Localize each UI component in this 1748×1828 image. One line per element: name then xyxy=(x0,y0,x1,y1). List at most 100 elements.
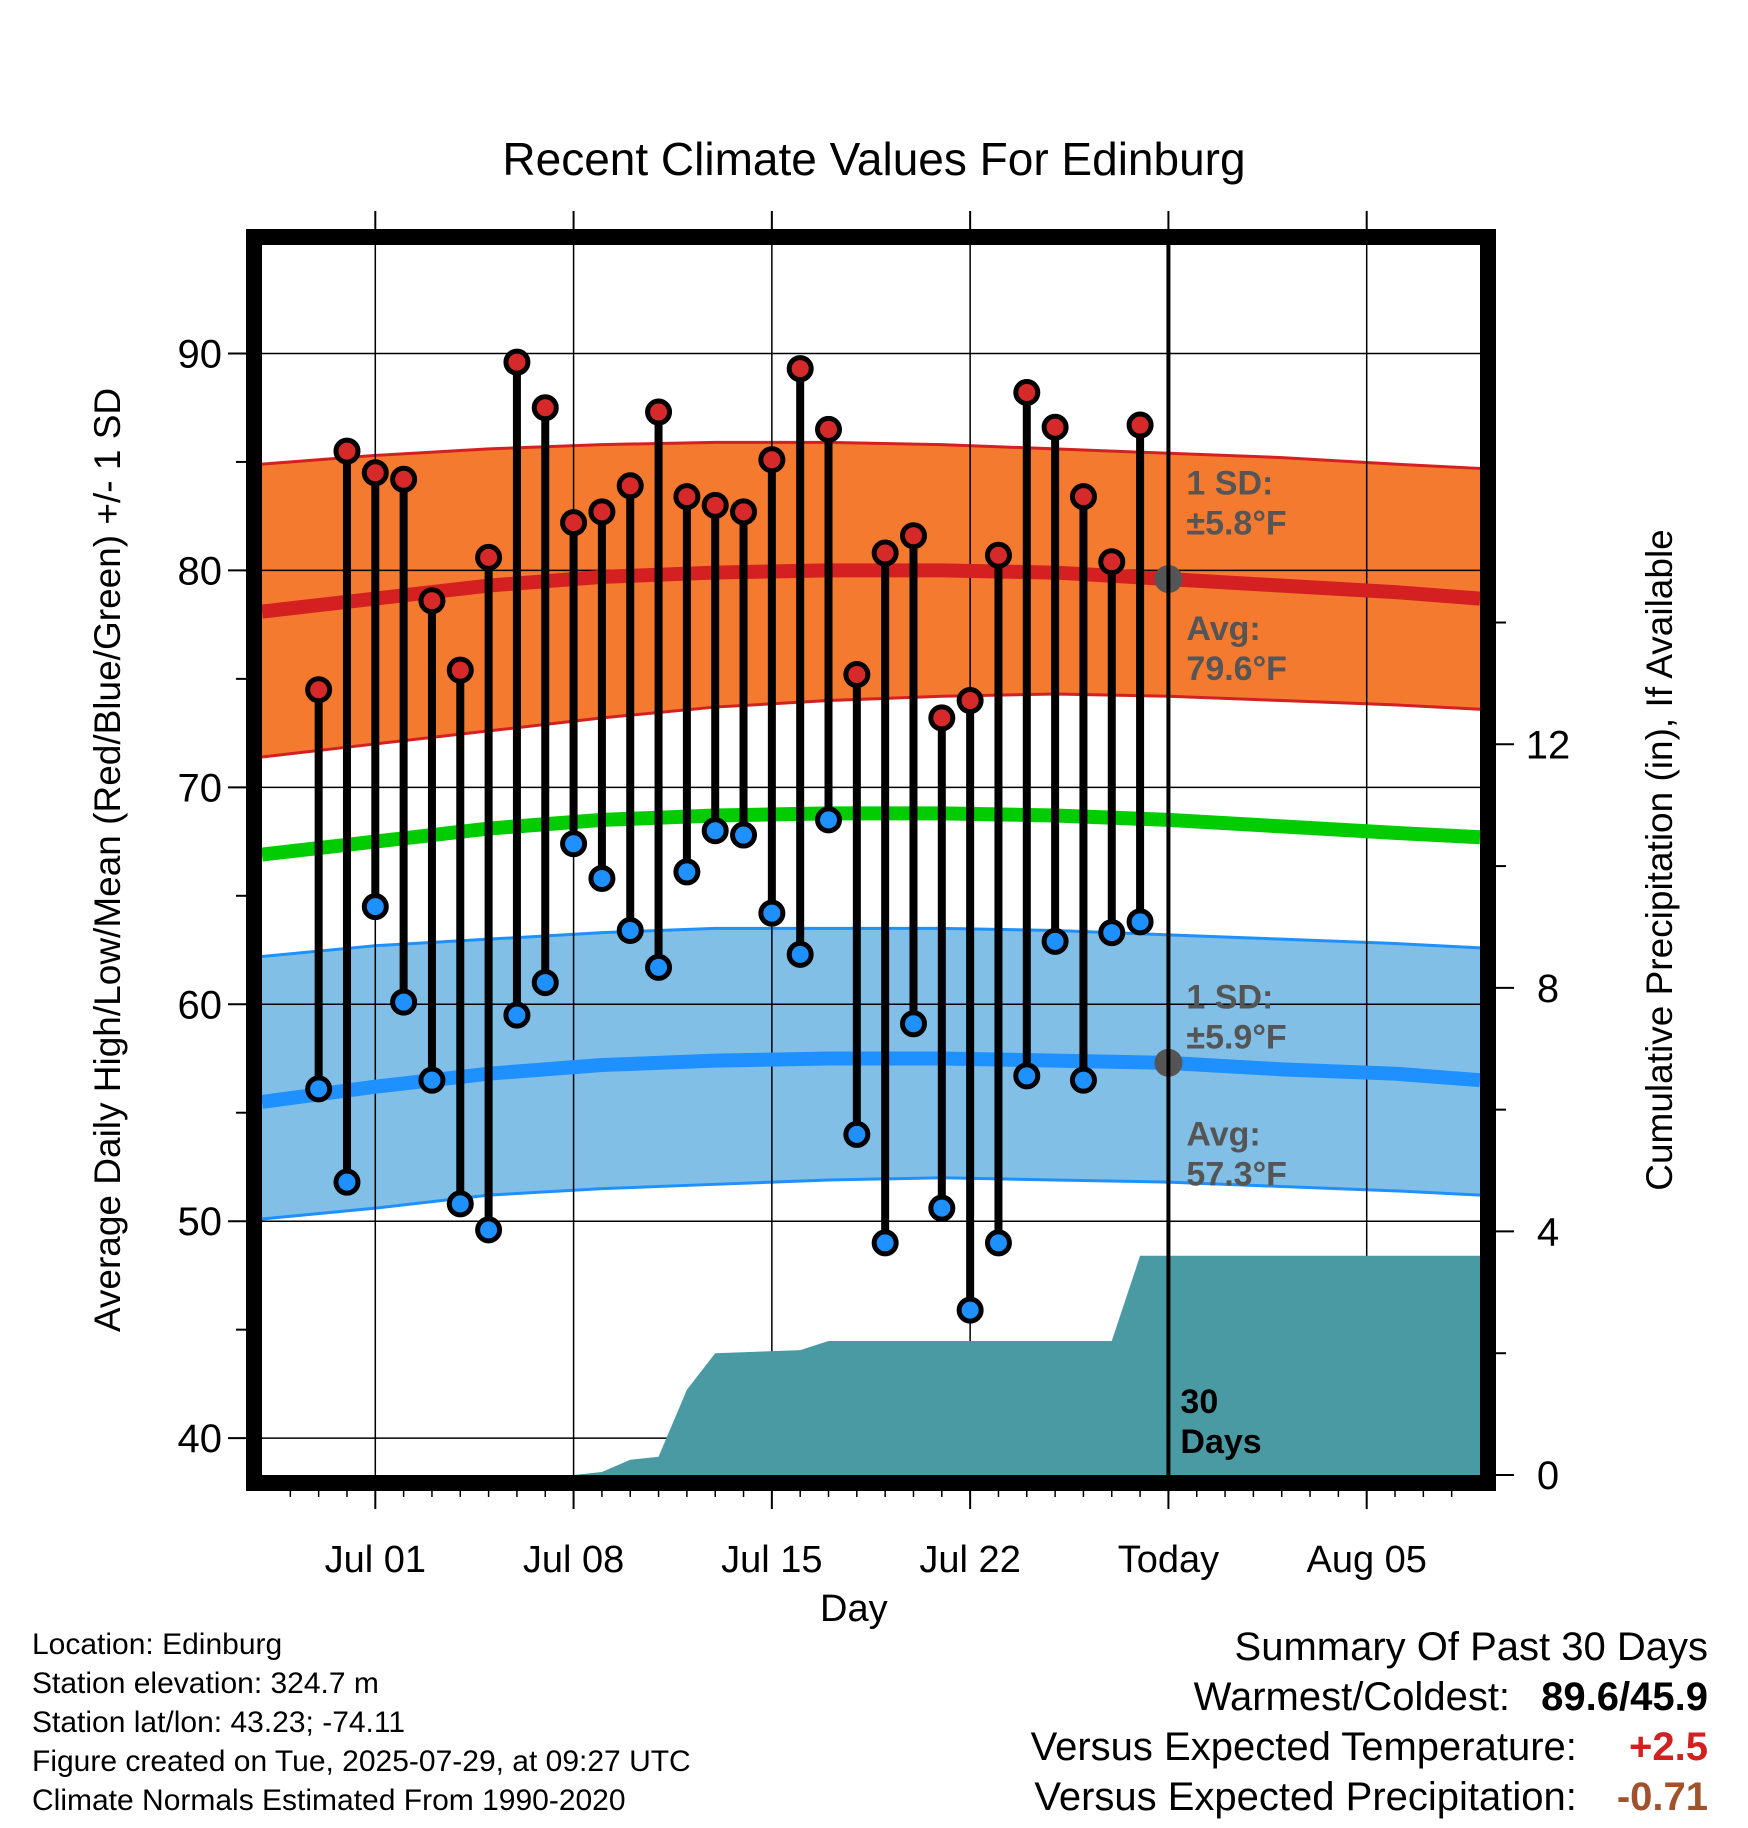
low-point-26 xyxy=(1041,927,1069,955)
annotation-label-3: Avg: xyxy=(1186,1115,1260,1153)
high-point-12 xyxy=(645,398,673,426)
x-tick-label-0: Jul 01 xyxy=(325,1539,426,1581)
high-point-4 xyxy=(418,587,446,615)
low-point-18 xyxy=(815,806,843,834)
summary-warmest-coldest: Warmest/Coldest: 89.6/45.9 xyxy=(1031,1672,1708,1722)
high-point-18 xyxy=(815,415,843,443)
high-point-24 xyxy=(984,541,1012,569)
high-point-21 xyxy=(899,522,927,550)
precip-cumulative-area xyxy=(573,1255,1480,1475)
low-point-12 xyxy=(645,953,673,981)
high-point-5 xyxy=(446,656,474,684)
low-point-15 xyxy=(730,821,758,849)
high-point-8 xyxy=(531,394,559,422)
high-point-23 xyxy=(956,687,984,715)
low-point-22 xyxy=(928,1194,956,1222)
y-axis-label-left: Average Daily High/Low/Mean (Red/Blue/Gr… xyxy=(87,387,128,1333)
station-latlon: Station lat/lon: 43.23; -74.11 xyxy=(32,1706,406,1739)
today-label-line2: Days xyxy=(1180,1423,1261,1461)
high-point-20 xyxy=(871,539,899,567)
high-point-7 xyxy=(503,348,531,376)
high-point-1 xyxy=(333,437,361,465)
precip-area xyxy=(573,1255,1480,1475)
y-left-tick-label-2: 60 xyxy=(178,983,223,1027)
low-point-16 xyxy=(758,899,786,927)
today-label-line1: 30 xyxy=(1180,1383,1218,1421)
low-point-8 xyxy=(531,969,559,997)
annotation-value-1: 79.6°F xyxy=(1186,650,1287,688)
low-point-6 xyxy=(475,1216,503,1244)
precipitation-label: Versus Expected Precipitation: xyxy=(1034,1775,1577,1819)
chart-title: Recent Climate Values For Edinburg xyxy=(502,133,1246,185)
low-point-21 xyxy=(899,1010,927,1038)
low-point-17 xyxy=(786,940,814,968)
annotation-value-2: ±5.9°F xyxy=(1186,1019,1286,1057)
high-point-10 xyxy=(588,498,616,526)
high-point-26 xyxy=(1041,413,1069,441)
high-point-17 xyxy=(786,355,814,383)
y-right-tick-label-1: 4 xyxy=(1537,1210,1559,1254)
high-point-2 xyxy=(361,459,389,487)
high-point-15 xyxy=(730,498,758,526)
low-point-3 xyxy=(390,988,418,1016)
x-tick-label-1: Jul 08 xyxy=(523,1539,624,1581)
high-point-3 xyxy=(390,465,418,493)
low-point-13 xyxy=(673,858,701,886)
observed-values xyxy=(305,348,1154,1324)
summary-panel: Summary Of Past 30 Days Warmest/Coldest:… xyxy=(1031,1622,1708,1822)
annotation-value-0: ±5.8°F xyxy=(1186,504,1286,542)
high-point-29 xyxy=(1126,411,1154,439)
x-axis-label: Day xyxy=(820,1588,888,1630)
y-right-tick-label-2: 8 xyxy=(1537,967,1559,1011)
x-tick-label-5: Aug 05 xyxy=(1306,1539,1426,1581)
summary-temperature: Versus Expected Temperature: +2.5 xyxy=(1031,1722,1708,1772)
y-left-tick-label-5: 90 xyxy=(178,332,223,376)
annotation-label-0: 1 SD: xyxy=(1186,464,1273,502)
annotation-label-1: Avg: xyxy=(1186,610,1260,648)
low-point-25 xyxy=(1013,1062,1041,1090)
low-point-20 xyxy=(871,1229,899,1257)
high-point-14 xyxy=(701,491,729,519)
y-axis-label-right: Cumulative Precipitation (in), If Availa… xyxy=(1639,529,1680,1191)
y-left-tick-label-1: 50 xyxy=(178,1200,223,1244)
y-left-tick-label-4: 80 xyxy=(178,549,223,593)
x-tick-label-3: Jul 22 xyxy=(919,1539,1020,1581)
high-point-27 xyxy=(1069,483,1097,511)
low-point-7 xyxy=(503,1001,531,1029)
high-point-16 xyxy=(758,446,786,474)
summary-heading: Summary Of Past 30 Days xyxy=(1234,1625,1708,1669)
low-point-14 xyxy=(701,817,729,845)
high-point-0 xyxy=(305,676,333,704)
low-point-27 xyxy=(1069,1066,1097,1094)
station-elevation: Station elevation: 324.7 m xyxy=(32,1667,379,1700)
low-point-11 xyxy=(616,917,644,945)
y-right-tick-label-0: 0 xyxy=(1537,1454,1559,1498)
low-point-5 xyxy=(446,1190,474,1218)
high-point-25 xyxy=(1013,379,1041,407)
high-sd-upper xyxy=(261,440,1481,470)
annotation-label-2: 1 SD: xyxy=(1186,979,1273,1017)
high-point-9 xyxy=(560,509,588,537)
high-point-11 xyxy=(616,472,644,500)
low-point-28 xyxy=(1098,919,1126,947)
low-point-10 xyxy=(588,864,616,892)
warmest-coldest-value: 89.6/45.9 xyxy=(1541,1675,1708,1719)
temperature-label: Versus Expected Temperature: xyxy=(1030,1725,1577,1769)
plot-frame xyxy=(246,229,1496,1491)
low-point-29 xyxy=(1126,908,1154,936)
low-sd-band xyxy=(262,928,1480,1220)
low-point-0 xyxy=(305,1075,333,1103)
annotation-value-3: 57.3°F xyxy=(1186,1155,1287,1193)
high-point-13 xyxy=(673,483,701,511)
y-right-tick-label-3: 12 xyxy=(1526,723,1571,767)
low-point-2 xyxy=(361,893,389,921)
axes: 40 50 60 70 80 90 0 4 8 12 Jul 01 Jul 08 Jul 15 Jul 2… xyxy=(178,211,1571,1581)
y-left-tick-label-0: 40 xyxy=(178,1417,223,1461)
low-point-24 xyxy=(984,1229,1012,1257)
low-point-4 xyxy=(418,1066,446,1094)
low-point-1 xyxy=(333,1168,361,1196)
mean-avg-line xyxy=(261,806,1481,862)
high-point-6 xyxy=(475,543,503,571)
